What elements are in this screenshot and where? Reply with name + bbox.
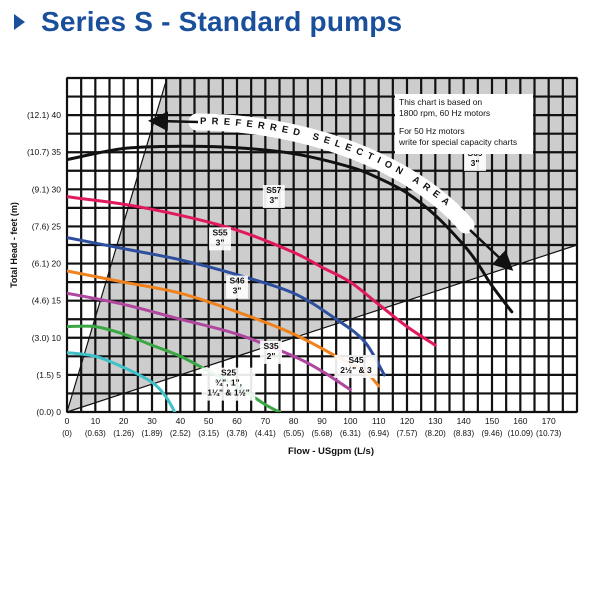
series-label-text: S57 (266, 185, 281, 195)
note-box (395, 94, 533, 154)
x-tick-label: 20 (119, 416, 129, 426)
y-tick-label: (6.1) 20 (32, 259, 62, 269)
series-label-text: S46 (229, 276, 244, 286)
plot-area-border (66, 77, 578, 413)
page-header: Series S - Standard pumps (14, 2, 402, 42)
x-tick-label: 70 (261, 416, 271, 426)
preferred-area-right-boundary (66, 244, 578, 413)
y-axis-title: Total Head - feet (m) (9, 202, 19, 288)
x-tick-label: 0 (65, 416, 70, 426)
series-label-text: 2" (267, 351, 276, 361)
x-tick-label: 110 (372, 416, 386, 426)
x-tick-sublabel: (5.68) (312, 429, 333, 438)
series-label-text: S35 (263, 341, 278, 351)
x-tick-sublabel: (1.26) (113, 429, 134, 438)
x-tick-sublabel: (3.78) (227, 429, 248, 438)
x-tick-label: 160 (513, 416, 527, 426)
x-tick-sublabel: (6.94) (368, 429, 389, 438)
x-tick-label: 80 (289, 416, 299, 426)
x-tick-sublabel: (1.89) (142, 429, 163, 438)
x-tick-sublabel: (0.63) (85, 429, 106, 438)
y-tick-label: (10.7) 35 (27, 147, 61, 157)
series-label-text: 3" (216, 237, 225, 247)
x-tick-sublabel: (10.73) (536, 429, 562, 438)
y-tick-label: (7.6) 25 (32, 221, 62, 231)
x-tick-label: 50 (204, 416, 214, 426)
series-label-text: S25 (221, 368, 236, 378)
x-tick-sublabel: (8.83) (453, 429, 474, 438)
triangle-right-icon (14, 14, 25, 30)
x-tick-sublabel: (8.20) (425, 429, 446, 438)
x-tick-label: 170 (542, 416, 556, 426)
x-tick-sublabel: (2.52) (170, 429, 191, 438)
series-label-text: S45 (348, 355, 363, 365)
series-layer (67, 144, 514, 412)
series-line-s45 (67, 291, 352, 392)
y-tick-label: (1.5) 5 (36, 370, 61, 380)
series-label-text: ¾", 1", (215, 378, 242, 388)
y-tick-label: (0.0) 0 (36, 407, 61, 417)
axes: 0 (0) 10 (0.63) 20 (1.26) 30 (1.89) 40 (2.52) 50 (3… (27, 110, 562, 438)
series-label-text: 2½" & 3 (340, 365, 372, 375)
series-label-text: 3" (471, 158, 480, 168)
x-tick-sublabel: (3.15) (198, 429, 219, 438)
x-tick-label: 100 (343, 416, 357, 426)
x-tick-label: 120 (400, 416, 414, 426)
y-tick-label: (12.1) 40 (27, 110, 61, 120)
x-tick-label: 140 (457, 416, 471, 426)
note-line-2: 1800 rpm, 60 Hz motors (399, 108, 490, 118)
x-tick-sublabel: (6.31) (340, 429, 361, 438)
x-tick-label: 150 (485, 416, 499, 426)
series-line-s57 (67, 195, 437, 347)
note-line-3: For 50 Hz motors (399, 126, 465, 136)
series-label-text: 1¼" & 1½" (207, 388, 250, 398)
preferred-area-left-boundary (66, 77, 168, 413)
x-tick-sublabel: (4.41) (255, 429, 276, 438)
x-tick-label: 10 (91, 416, 101, 426)
preferred-area-arrow-left (148, 111, 199, 132)
series-line-s69 (67, 144, 514, 314)
preferred-area-arrow-right (469, 229, 514, 271)
x-tick-label: 90 (317, 416, 327, 426)
y-tick-label: (4.6) 15 (32, 296, 62, 306)
note-line-4: write for special capacity charts (398, 137, 517, 147)
x-tick-sublabel: (0) (62, 429, 72, 438)
x-axis-title: Flow - USgpm (L/s) (288, 446, 374, 457)
x-tick-sublabel: (7.57) (397, 429, 418, 438)
series-line-s55 (67, 236, 386, 377)
series-label-text: S55 (212, 227, 227, 237)
note-line-1: This chart is based on (399, 97, 482, 107)
y-tick-label: (9.1) 30 (32, 184, 62, 194)
x-tick-label: 60 (232, 416, 242, 426)
x-tick-sublabel: (10.09) (508, 429, 534, 438)
page-title: Series S - Standard pumps (41, 6, 403, 37)
series-label-text: 3" (269, 195, 278, 205)
x-tick-sublabel: (5.05) (283, 429, 304, 438)
x-tick-label: 130 (428, 416, 442, 426)
y-tick-label: (3.0) 10 (32, 333, 62, 343)
series-line-s35 (67, 324, 281, 412)
x-tick-label: 30 (147, 416, 157, 426)
x-tick-label: 40 (176, 416, 186, 426)
series-line-s25 (67, 351, 177, 412)
preferred-area-banner (188, 113, 475, 234)
series-label-text: 3" (233, 286, 242, 296)
x-tick-sublabel: (9.46) (482, 429, 503, 438)
